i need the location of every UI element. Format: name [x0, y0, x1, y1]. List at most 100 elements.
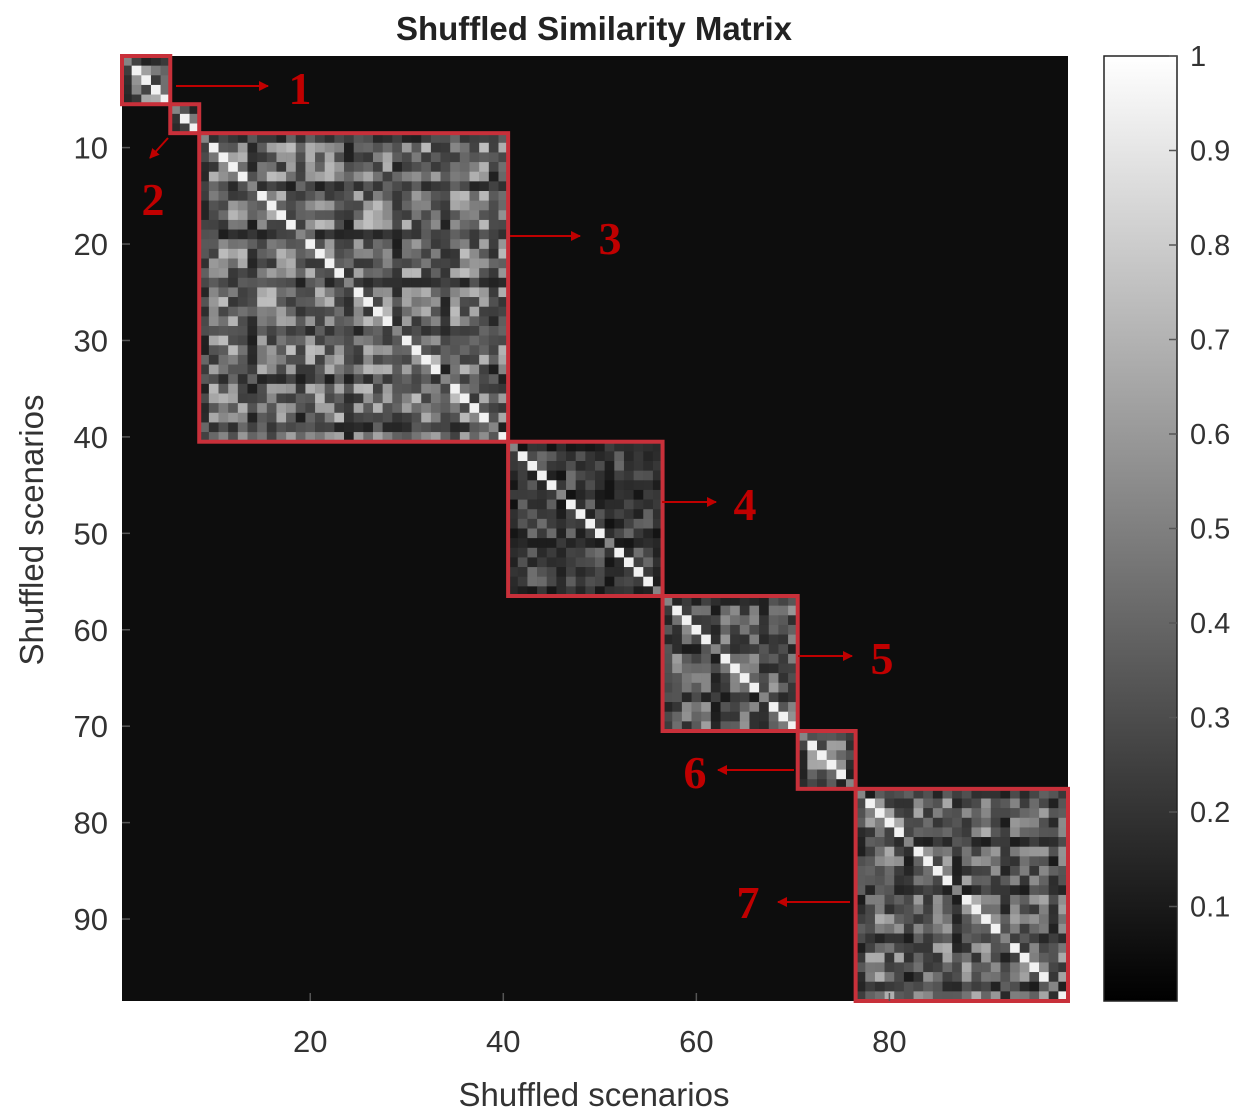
heatmap-cell — [855, 952, 866, 963]
heatmap-cell — [1019, 972, 1030, 983]
heatmap-cell — [430, 354, 441, 365]
heatmap-cell — [1058, 962, 1069, 973]
heatmap-cell — [286, 297, 297, 308]
heatmap-cell — [199, 287, 210, 298]
heatmap-cell — [344, 422, 354, 433]
heatmap-cell — [469, 374, 480, 385]
heatmap-cell — [1039, 837, 1049, 848]
heatmap-cell — [440, 374, 451, 385]
heatmap-cell — [131, 94, 142, 105]
heatmap-cell — [942, 788, 953, 799]
heatmap-cell — [768, 644, 779, 655]
heatmap-cell — [595, 461, 605, 471]
heatmap-cell — [1019, 894, 1030, 905]
x-tick-label: 20 — [293, 1024, 327, 1059]
heatmap-cell — [614, 441, 625, 452]
heatmap-cell — [807, 750, 818, 761]
heatmap-cell — [556, 538, 567, 549]
heatmap-cell — [575, 586, 586, 597]
heatmap-cell — [1019, 904, 1030, 915]
heatmap-cell — [1029, 933, 1040, 944]
heatmap-cell — [469, 258, 480, 269]
heatmap-cell — [276, 191, 287, 201]
heatmap-cell — [527, 480, 538, 491]
heatmap-cell — [353, 200, 364, 211]
heatmap-cell — [566, 538, 576, 549]
heatmap-cell — [479, 200, 490, 211]
heatmap-cell — [199, 171, 210, 182]
heatmap-cell — [566, 547, 576, 558]
heatmap-cell — [286, 239, 297, 250]
heatmap-cell — [633, 499, 644, 510]
heatmap-cell — [633, 567, 644, 578]
heatmap-cell — [276, 258, 287, 269]
heatmap-cell — [672, 682, 683, 693]
heatmap-cell — [604, 586, 615, 597]
heatmap-cell — [556, 518, 567, 529]
heatmap-cell — [1039, 885, 1049, 896]
heatmap-cell — [286, 219, 297, 230]
heatmap-cell — [932, 808, 943, 819]
heatmap-cell — [295, 219, 306, 230]
heatmap-cell — [208, 171, 219, 182]
heatmap-cell — [1000, 933, 1011, 944]
colorbar-tick-label: 0.6 — [1190, 419, 1230, 451]
heatmap-cell — [430, 181, 441, 192]
heatmap-cell — [430, 133, 441, 144]
x-tick-label: 60 — [679, 1024, 713, 1059]
heatmap-cell — [237, 354, 248, 365]
heatmap-cell — [479, 133, 490, 144]
heatmap-cell — [295, 345, 306, 356]
heatmap-cell — [401, 152, 412, 163]
heatmap-cell — [286, 432, 297, 443]
heatmap-cell — [208, 403, 219, 414]
heatmap-cell — [498, 297, 509, 308]
heatmap-cell — [662, 692, 673, 703]
heatmap-cell — [836, 779, 847, 790]
heatmap-cell — [1058, 846, 1069, 857]
heatmap-cell — [344, 191, 354, 201]
heatmap-cell — [566, 509, 576, 520]
heatmap-cell — [363, 162, 374, 173]
heatmap-cell — [421, 239, 432, 250]
heatmap-cell — [324, 229, 335, 240]
heatmap-cell — [855, 962, 866, 973]
heatmap-cell — [874, 933, 885, 944]
heatmap-cell — [981, 972, 992, 983]
heatmap-cell — [981, 846, 992, 857]
heatmap-cell — [421, 171, 432, 182]
heatmap-cell — [662, 615, 673, 626]
heatmap-cell — [430, 326, 441, 336]
heatmap-cell — [334, 393, 345, 404]
heatmap-cell — [247, 422, 258, 433]
heatmap-cell — [344, 316, 354, 327]
heatmap-cell — [874, 943, 885, 954]
heatmap-cell — [324, 191, 335, 201]
heatmap-cell — [440, 181, 451, 192]
heatmap-cell — [894, 943, 905, 954]
heatmap-cell — [546, 499, 557, 510]
heatmap-cell — [324, 412, 335, 423]
heatmap-cell — [720, 702, 731, 713]
heatmap-cell — [305, 181, 316, 192]
heatmap-cell — [1058, 837, 1069, 848]
heatmap-cell — [749, 615, 760, 626]
heatmap-cell — [401, 210, 412, 221]
heatmap-cell — [363, 229, 374, 240]
heatmap-cell — [150, 65, 161, 76]
heatmap-cell — [1000, 817, 1011, 828]
heatmap-cell — [411, 326, 422, 336]
heatmap-cell — [990, 904, 1001, 915]
heatmap-cell — [440, 422, 451, 433]
heatmap-cell — [392, 277, 403, 288]
heatmap-cell — [845, 779, 856, 790]
heatmap-cell — [315, 258, 326, 269]
heatmap-cell — [459, 258, 470, 269]
heatmap-cell — [923, 866, 934, 876]
heatmap-cell — [691, 692, 702, 703]
heatmap-cell — [874, 856, 885, 867]
heatmap-cell — [1010, 894, 1021, 905]
heatmap-cell — [788, 596, 799, 606]
heatmap-cell — [469, 432, 480, 443]
heatmap-cell — [759, 615, 770, 626]
